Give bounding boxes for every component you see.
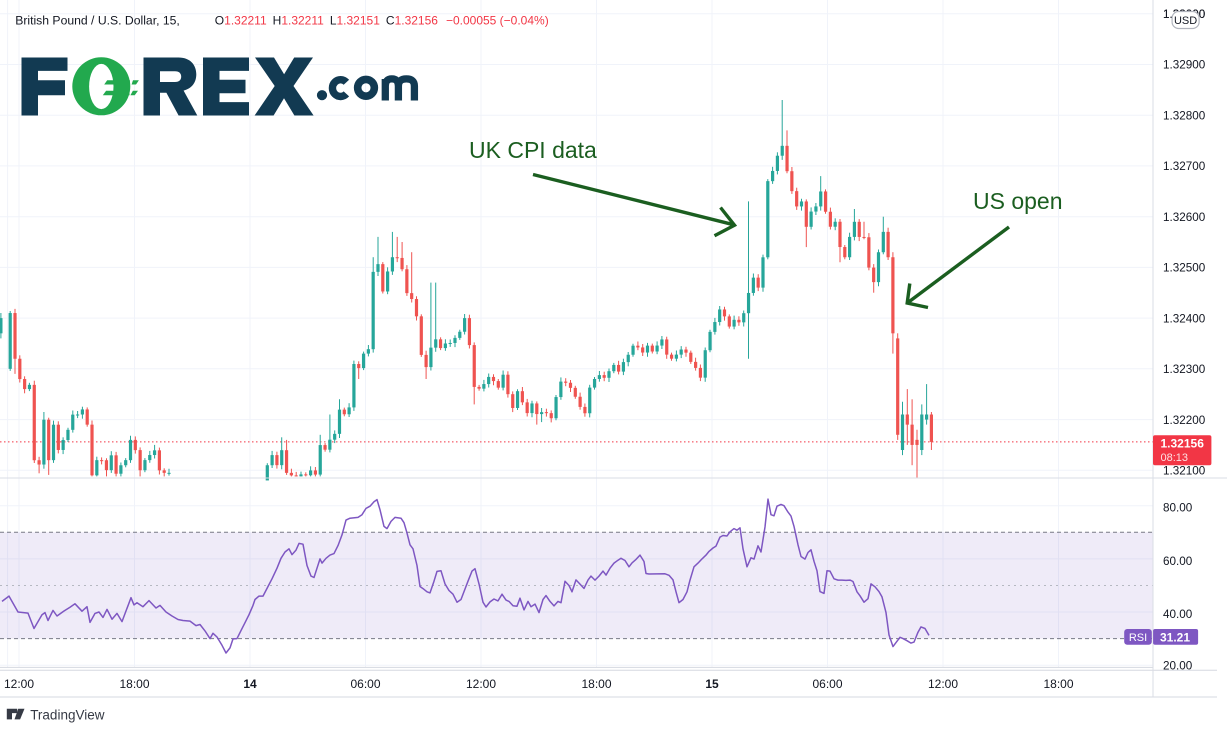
svg-text:1.32200: 1.32200 bbox=[1163, 414, 1206, 427]
svg-text:60.00: 60.00 bbox=[1163, 555, 1193, 568]
svg-text:1.32500: 1.32500 bbox=[1163, 262, 1206, 275]
svg-text:18:00: 18:00 bbox=[1043, 677, 1073, 691]
svg-text:12:00: 12:00 bbox=[466, 677, 496, 691]
svg-text:12:00: 12:00 bbox=[4, 677, 34, 691]
svg-text:18:00: 18:00 bbox=[119, 677, 149, 691]
svg-text:15: 15 bbox=[705, 677, 719, 691]
svg-text:1.32900: 1.32900 bbox=[1163, 59, 1206, 72]
svg-text:06:00: 06:00 bbox=[350, 677, 380, 691]
svg-text:31.21: 31.21 bbox=[1160, 630, 1190, 644]
svg-text:1.32156: 1.32156 bbox=[1161, 437, 1205, 451]
svg-text:TradingView: TradingView bbox=[30, 708, 105, 723]
svg-text:US open: US open bbox=[973, 188, 1063, 214]
svg-text:1.32600: 1.32600 bbox=[1163, 211, 1206, 224]
svg-text:1.32800: 1.32800 bbox=[1163, 109, 1206, 122]
svg-text:20.00: 20.00 bbox=[1163, 659, 1193, 672]
svg-text:06:00: 06:00 bbox=[812, 677, 842, 691]
svg-text:14: 14 bbox=[243, 677, 257, 691]
svg-text:80.00: 80.00 bbox=[1163, 502, 1193, 515]
svg-text:1.32700: 1.32700 bbox=[1163, 160, 1206, 173]
svg-text:UK CPI data: UK CPI data bbox=[469, 137, 597, 163]
svg-text:40.00: 40.00 bbox=[1163, 608, 1193, 621]
svg-text:1.32100: 1.32100 bbox=[1163, 465, 1206, 478]
svg-text:12:00: 12:00 bbox=[928, 677, 958, 691]
svg-text:RSI: RSI bbox=[1129, 632, 1147, 644]
svg-text:1.32400: 1.32400 bbox=[1163, 312, 1206, 325]
svg-text:08:13: 08:13 bbox=[1161, 452, 1189, 464]
svg-text:USD: USD bbox=[1174, 15, 1197, 27]
svg-text:18:00: 18:00 bbox=[581, 677, 611, 691]
svg-text:1.32300: 1.32300 bbox=[1163, 363, 1206, 376]
svg-text:British Pound / U.S. Dollar, 1: British Pound / U.S. Dollar, 15, bbox=[15, 13, 180, 27]
